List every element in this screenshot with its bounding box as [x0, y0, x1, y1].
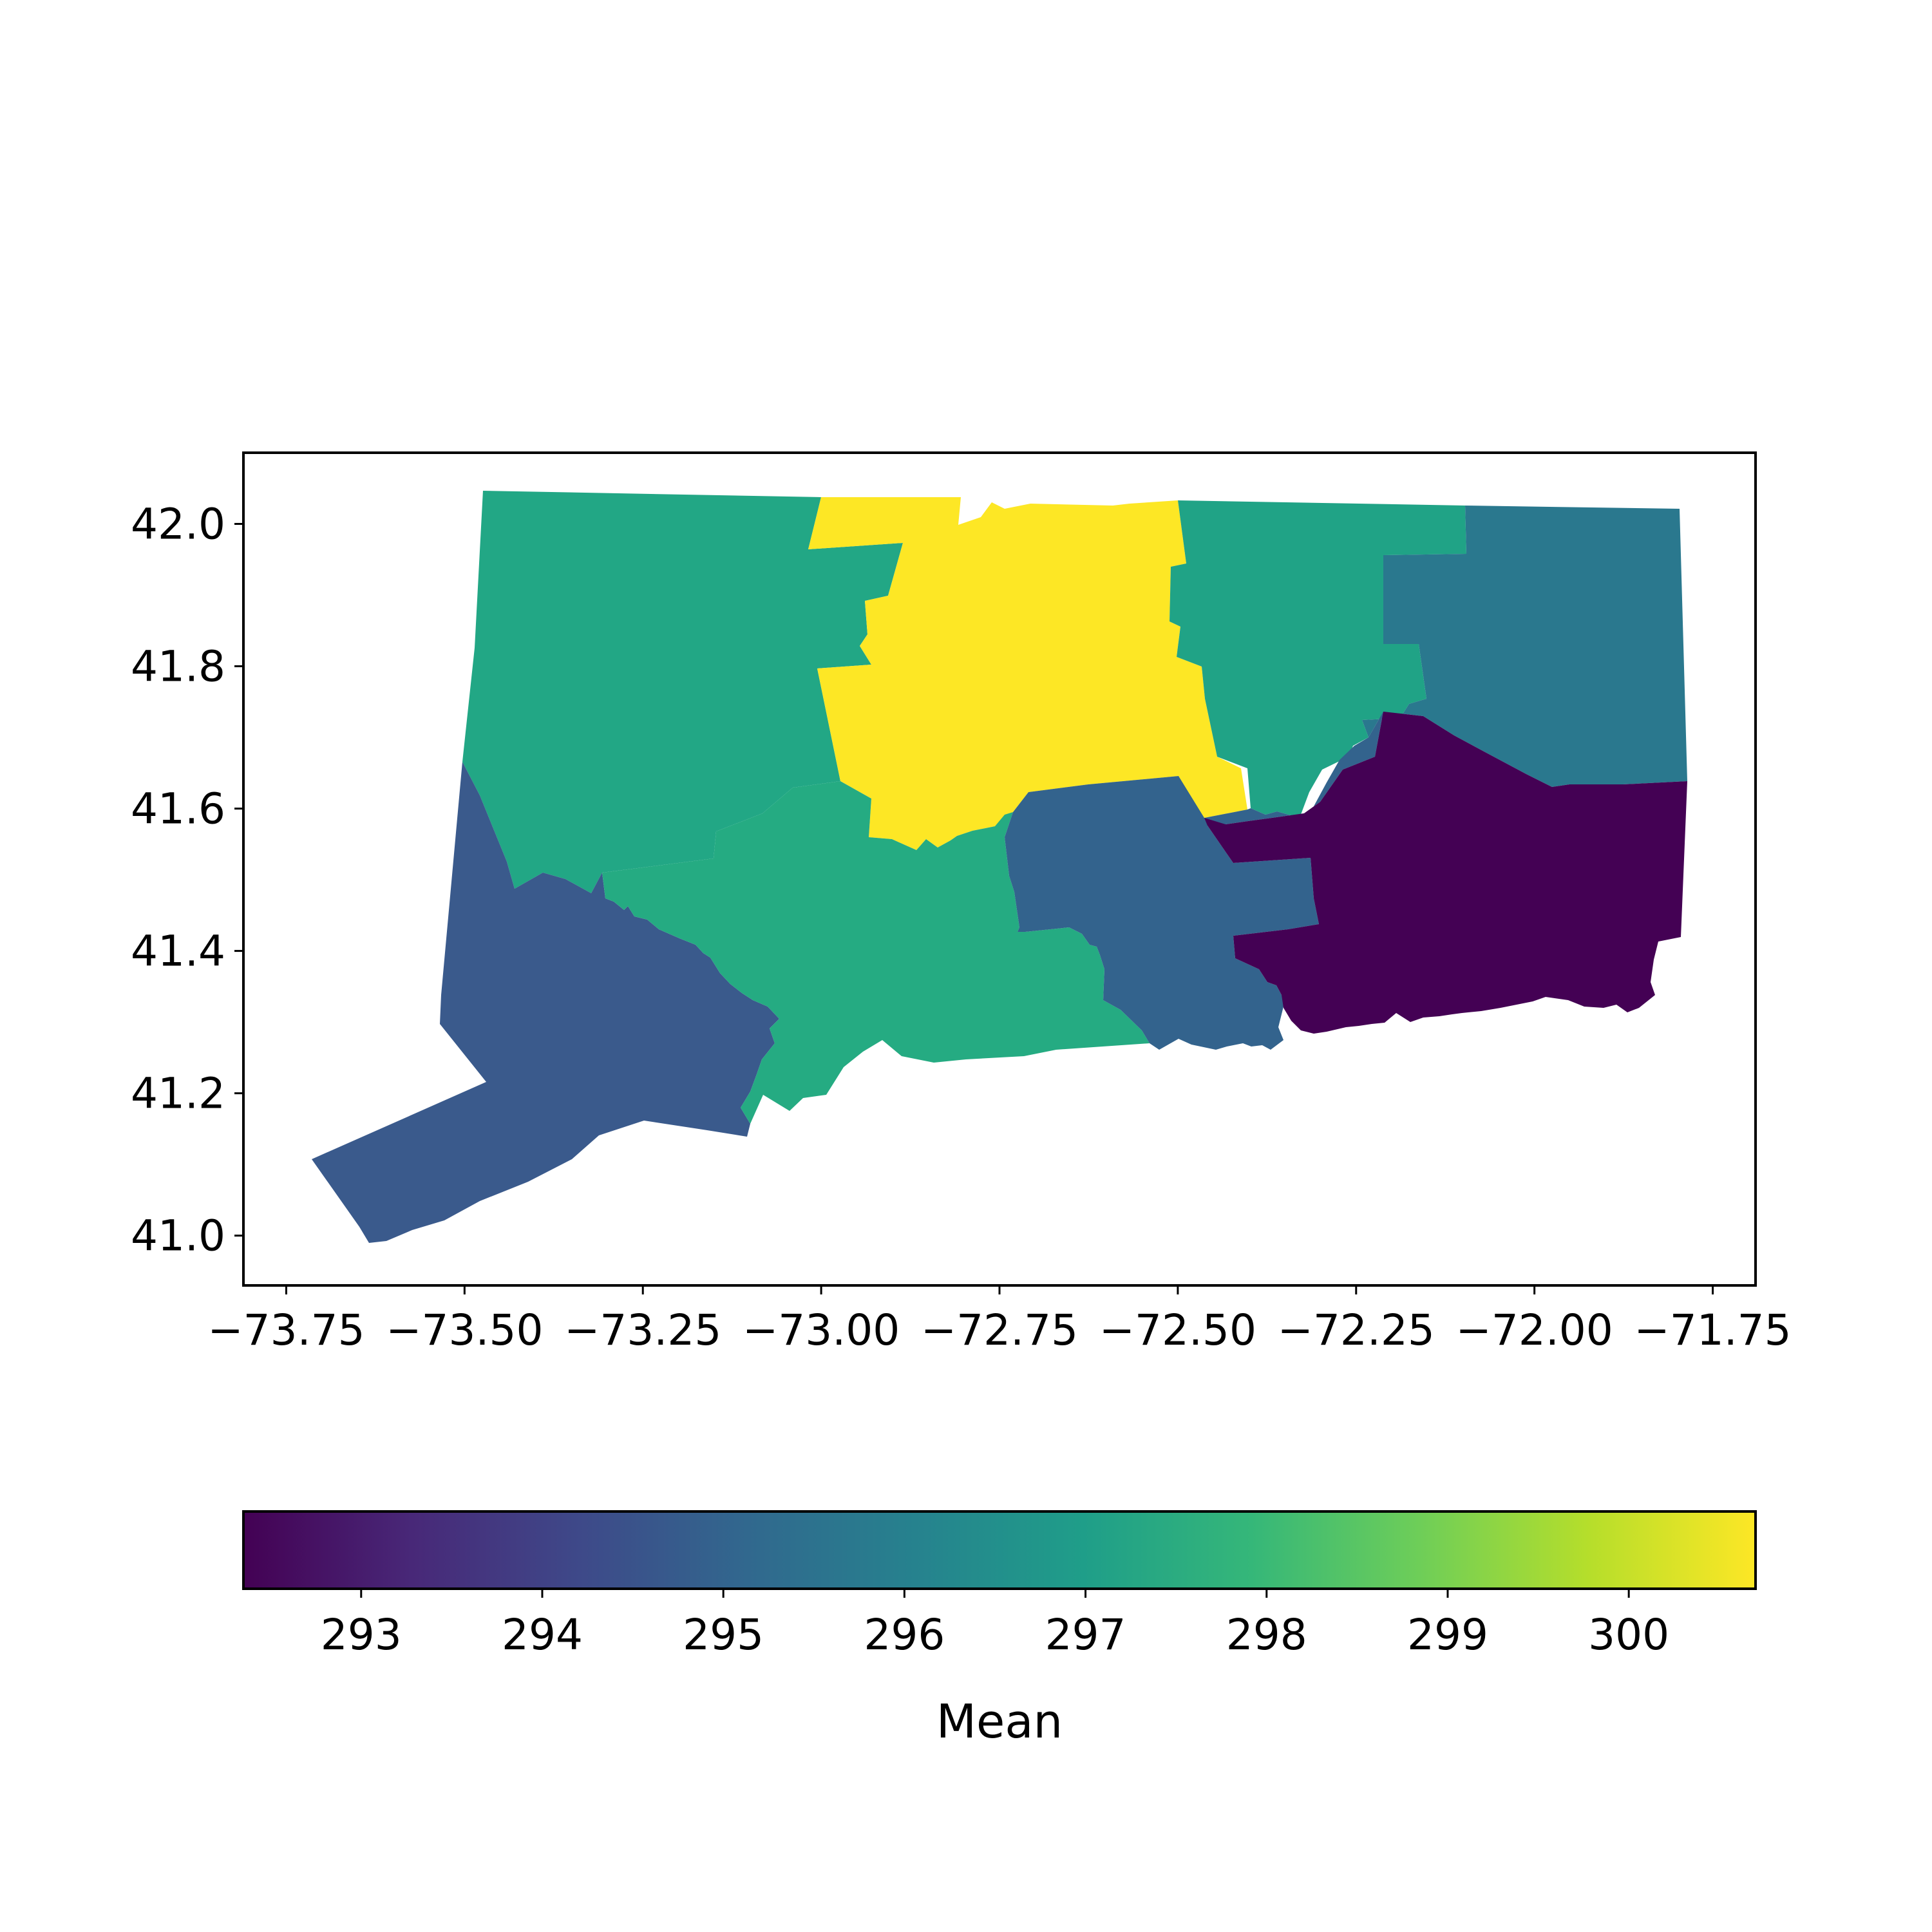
y-tick-label: 41.8	[131, 642, 225, 692]
colorbar-label: Mean	[936, 1694, 1063, 1748]
colorbar-tick-label: 297	[1045, 1610, 1126, 1660]
x-tick-label: −72.50	[1099, 1305, 1256, 1355]
region-tolland	[1170, 500, 1466, 818]
x-tick-label: −72.00	[1456, 1305, 1613, 1355]
colorbar-tick-label: 296	[864, 1610, 945, 1660]
y-tick-label: 41.0	[131, 1211, 225, 1261]
region-new-london	[1204, 712, 1687, 1034]
region-new-haven	[602, 781, 1150, 1124]
colorbar-tick-label: 299	[1407, 1610, 1488, 1660]
colorbar-frame	[242, 1510, 1757, 1590]
x-tick-label: −72.25	[1278, 1305, 1435, 1355]
colorbar-tick-label: 295	[683, 1610, 764, 1660]
x-tick-label: −72.75	[921, 1305, 1078, 1355]
y-tick-label: 41.6	[131, 784, 225, 834]
x-tick-label: −71.75	[1634, 1305, 1791, 1355]
county-regions	[312, 491, 1687, 1243]
region-litchfield	[462, 491, 903, 893]
colorbar-ticks: 293 294 295 296 297 298 299 300	[321, 1589, 1669, 1660]
region-middlesex	[1005, 712, 1383, 1050]
region-hartford	[808, 497, 1247, 850]
x-tick-label: −73.25	[564, 1305, 721, 1355]
region-fairfield	[312, 762, 779, 1243]
colorbar: 293 294 295 296 297 298 299 300 Mean	[242, 1510, 1757, 1748]
x-axis-ticks: −73.75 −73.50 −73.25 −73.00 −72.75 −72.50 −72.…	[207, 1285, 1792, 1355]
y-tick-label: 41.4	[131, 927, 225, 976]
colorbar-gradient	[243, 1511, 1756, 1589]
y-tick-label: 42.0	[131, 500, 225, 549]
colorbar-tick-label: 294	[502, 1610, 583, 1660]
x-tick-label: −73.75	[207, 1305, 365, 1355]
y-tick-label: 41.2	[131, 1069, 225, 1119]
region-windham	[1362, 506, 1687, 787]
colorbar-tick-label: 300	[1588, 1610, 1669, 1660]
colorbar-tick-label: 293	[321, 1610, 402, 1660]
x-tick-label: −73.50	[386, 1305, 543, 1355]
x-tick-label: −73.00	[743, 1305, 900, 1355]
colorbar-tick-label: 298	[1226, 1610, 1307, 1660]
y-axis-ticks: 41.0 41.2 41.4 41.6 41.8 42.0	[131, 500, 243, 1261]
map-plot-area: −73.75 −73.50 −73.25 −73.00 −72.75 −72.50 −72.…	[131, 451, 1792, 1355]
